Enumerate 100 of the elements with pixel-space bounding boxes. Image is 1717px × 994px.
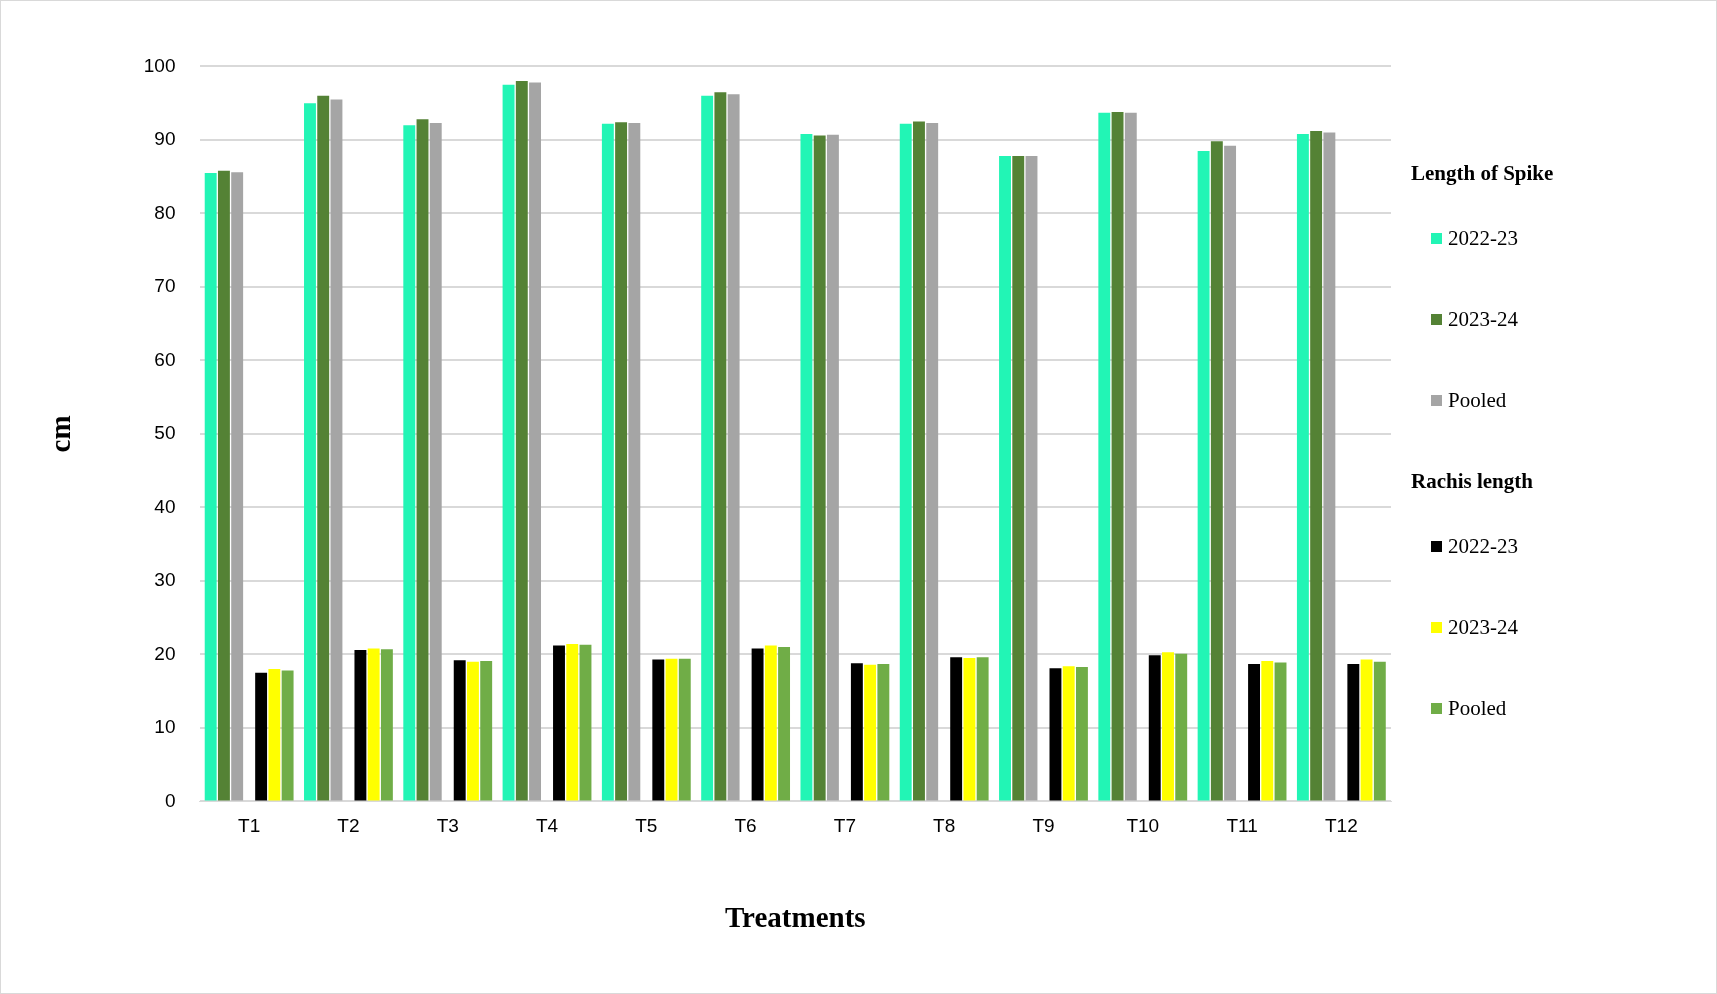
- text: Length of Spike: [1411, 161, 1554, 185]
- bar: [1310, 131, 1323, 801]
- bar: [579, 644, 592, 801]
- bar: [1323, 132, 1336, 801]
- bar: [268, 669, 281, 801]
- bar: [826, 134, 839, 801]
- bar: [416, 119, 429, 801]
- bar: [466, 661, 479, 801]
- bar: [1075, 666, 1088, 801]
- bar: [963, 658, 976, 801]
- bar: [615, 122, 628, 801]
- bar: [813, 135, 826, 801]
- x-tick-label: T5: [635, 815, 658, 837]
- bar: [1373, 661, 1386, 801]
- bar: [1098, 112, 1111, 801]
- y-tick-label: 10: [154, 716, 176, 738]
- bar: [877, 663, 890, 801]
- bar: [1049, 668, 1062, 801]
- bar: [453, 660, 466, 801]
- bar: [1062, 666, 1075, 801]
- y-tick-label: 100: [143, 54, 176, 76]
- bar: [1148, 655, 1161, 801]
- x-tick-label: T3: [436, 815, 459, 837]
- bar: [317, 95, 330, 801]
- x-tick-label: T8: [933, 815, 956, 837]
- bar: [1248, 663, 1260, 801]
- bar: [678, 658, 691, 801]
- x-tick-label: T2: [337, 815, 360, 837]
- bar: [1175, 653, 1188, 801]
- bar: [999, 156, 1011, 801]
- legend-label: 2022-23: [1448, 534, 1518, 559]
- bar: [1197, 150, 1210, 801]
- y-tick-label: 30: [154, 569, 176, 591]
- bar: [950, 657, 963, 801]
- bar: [727, 94, 740, 801]
- bar: [1360, 659, 1373, 801]
- y-tick-label: 60: [154, 348, 176, 370]
- bar: [281, 670, 294, 801]
- y-tick-label: 0: [164, 789, 176, 811]
- bar: [553, 645, 565, 801]
- bar: [367, 648, 380, 801]
- bar: [850, 663, 863, 801]
- bar: [1111, 111, 1124, 801]
- bar: [502, 84, 515, 801]
- bar: [1162, 652, 1174, 801]
- bar: [1124, 112, 1137, 801]
- bar: [601, 123, 614, 801]
- bar: [1274, 662, 1287, 801]
- bar: [304, 103, 316, 801]
- bar: [899, 123, 912, 801]
- bar: [665, 658, 678, 801]
- bar: [1025, 156, 1038, 801]
- bar: [529, 82, 541, 801]
- x-tick-label: T10: [1126, 815, 1160, 837]
- bar: [1224, 145, 1237, 801]
- bar: [764, 645, 777, 801]
- bar: [403, 125, 416, 801]
- text: Rachis length: [1411, 469, 1533, 493]
- bar: [1296, 134, 1309, 801]
- bar: [976, 657, 989, 801]
- y-tick-label: 50: [154, 422, 176, 444]
- y-tick-label: 90: [154, 128, 176, 150]
- bar: [480, 661, 493, 801]
- bar: [566, 644, 579, 801]
- x-axis-title: Treatments: [724, 901, 866, 934]
- bar: [1261, 661, 1274, 801]
- bar: [864, 664, 877, 801]
- bar: [778, 647, 791, 801]
- bar: [714, 92, 727, 801]
- bar: [628, 123, 641, 801]
- x-tick-label: T9: [1032, 815, 1055, 837]
- x-tick-label: T1: [238, 815, 261, 837]
- bar: [1210, 141, 1223, 801]
- bar: [354, 649, 367, 801]
- legend-label: Pooled: [1448, 696, 1507, 721]
- x-tick-label: T11: [1226, 815, 1258, 837]
- bar: [1012, 156, 1025, 801]
- legend-label: 2022-23: [1448, 226, 1518, 251]
- y-tick-label: 40: [154, 495, 176, 517]
- x-tick-label: T12: [1324, 815, 1358, 837]
- y-axis-title: cm: [43, 415, 76, 453]
- bar: [515, 81, 528, 801]
- y-tick-label: 80: [154, 201, 176, 223]
- bar: [255, 672, 268, 801]
- y-tick-label: 20: [154, 642, 176, 664]
- x-tick-label: T7: [833, 815, 856, 837]
- bar: [652, 659, 665, 801]
- bar: [751, 648, 764, 801]
- legend-label: 2023-24: [1448, 615, 1518, 640]
- bar: [701, 95, 714, 801]
- x-tick-label: T6: [734, 815, 757, 837]
- bar: [217, 170, 230, 801]
- bar: [913, 121, 925, 801]
- y-tick-label: 70: [154, 275, 176, 297]
- x-tick-label: T4: [535, 815, 559, 837]
- bar: [800, 134, 813, 801]
- legend-label: 2023-24: [1448, 307, 1518, 332]
- bar: [926, 123, 939, 801]
- bar: [231, 172, 244, 801]
- legend-label: Pooled: [1448, 388, 1507, 413]
